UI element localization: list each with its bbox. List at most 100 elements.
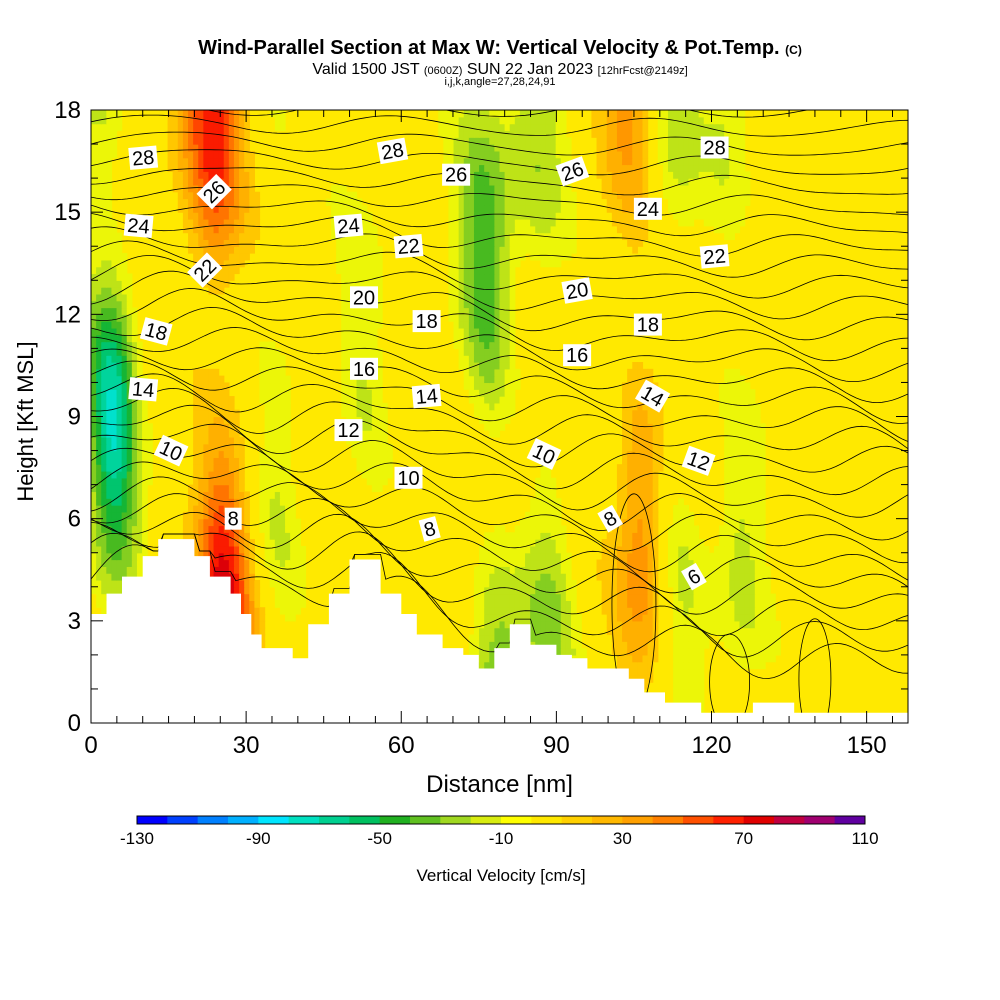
velocity-cell (647, 648, 654, 656)
velocity-cell (514, 600, 521, 608)
velocity-cell (540, 144, 547, 152)
velocity-cell (463, 266, 470, 275)
velocity-cell (131, 545, 138, 554)
valid-date: SUN 22 Jan 2023 (466, 61, 594, 78)
velocity-cell (126, 464, 133, 472)
velocity-cell (300, 600, 307, 608)
velocity-cell (632, 409, 638, 418)
velocity-cell (126, 545, 133, 554)
velocity-cell (642, 498, 649, 506)
velocity-cell (657, 443, 664, 452)
velocity-cell (525, 552, 531, 561)
velocity-cell (489, 409, 495, 418)
velocity-cell (101, 498, 107, 506)
velocity-cell (540, 464, 547, 472)
velocity-cell (96, 307, 102, 315)
velocity-cell (193, 484, 199, 493)
velocity-cell (111, 382, 118, 390)
velocity-cell (458, 293, 465, 302)
velocity-cell (693, 137, 700, 145)
velocity-cell (233, 470, 240, 479)
velocity-cell (647, 470, 654, 479)
velocity-cell (698, 620, 705, 629)
velocity-cell (601, 586, 608, 595)
velocity-cell (346, 341, 353, 349)
velocity-cell (479, 362, 485, 370)
velocity-cell (601, 593, 608, 601)
velocity-cell (606, 539, 613, 547)
velocity-cell (468, 327, 475, 336)
velocity-cell (218, 259, 225, 268)
velocity-cell (662, 178, 669, 186)
velocity-cell (642, 586, 649, 595)
velocity-cell (484, 423, 490, 431)
velocity-cell (233, 491, 240, 499)
velocity-cell (601, 566, 608, 574)
velocity-cell (208, 205, 215, 213)
velocity-cell (147, 464, 153, 472)
velocity-cell (96, 443, 102, 452)
velocity-cell (698, 654, 705, 663)
velocity-cell (116, 375, 123, 384)
velocity-cell (223, 409, 230, 418)
velocity-cell (131, 477, 138, 486)
velocity-cell (244, 511, 250, 520)
velocity-cell (729, 232, 735, 241)
velocity-cell (269, 573, 276, 581)
velocity-cell (228, 532, 235, 540)
velocity-cell (698, 178, 705, 186)
velocity-cell (228, 157, 235, 166)
velocity-cell (540, 218, 547, 227)
velocity-cell (213, 532, 220, 540)
velocity-cell (254, 212, 261, 220)
velocity-cell (494, 178, 501, 186)
velocity-cell (473, 573, 480, 581)
velocity-cell (729, 573, 735, 581)
velocity-cell (223, 552, 230, 561)
velocity-cell (765, 593, 771, 601)
velocity-cell (637, 607, 644, 615)
velocity-cell (719, 212, 725, 220)
velocity-cell (673, 144, 679, 152)
velocity-cell (627, 430, 633, 438)
velocity-cell (504, 212, 511, 220)
velocity-cell (688, 641, 695, 649)
velocity-cell (193, 382, 199, 390)
velocity-cell (473, 321, 480, 329)
velocity-cell (473, 389, 480, 397)
velocity-cell (739, 430, 746, 438)
velocity-cell (601, 157, 608, 166)
velocity-cell (729, 484, 735, 493)
velocity-cell (744, 457, 751, 465)
velocity-cell (147, 477, 153, 486)
velocity-cell (203, 518, 210, 527)
velocity-cell (193, 396, 199, 404)
velocity-cell (484, 178, 490, 186)
velocity-cell (683, 164, 690, 172)
velocity-cell (540, 171, 547, 179)
velocity-cell (366, 396, 373, 404)
velocity-cell (188, 144, 194, 152)
velocity-cell (734, 505, 741, 513)
velocity-cell (233, 130, 240, 138)
velocity-cell (346, 334, 353, 343)
velocity-cell (759, 450, 766, 458)
velocity-cell (765, 648, 771, 656)
velocity-cell (489, 634, 495, 642)
velocity-cell (208, 498, 215, 506)
velocity-cell (535, 218, 541, 227)
velocity-cell (285, 600, 291, 608)
velocity-cell (555, 586, 562, 595)
velocity-cell (182, 525, 189, 533)
velocity-cell (106, 586, 113, 595)
velocity-cell (744, 579, 751, 588)
velocity-cell (652, 648, 659, 656)
velocity-cell (106, 144, 113, 152)
velocity-cell (121, 430, 128, 438)
velocity-cell (484, 579, 490, 588)
velocity-cell (228, 423, 235, 431)
velocity-cell (116, 396, 123, 404)
velocity-cell (106, 205, 113, 213)
velocity-cell (233, 423, 240, 431)
velocity-cell (479, 334, 485, 343)
